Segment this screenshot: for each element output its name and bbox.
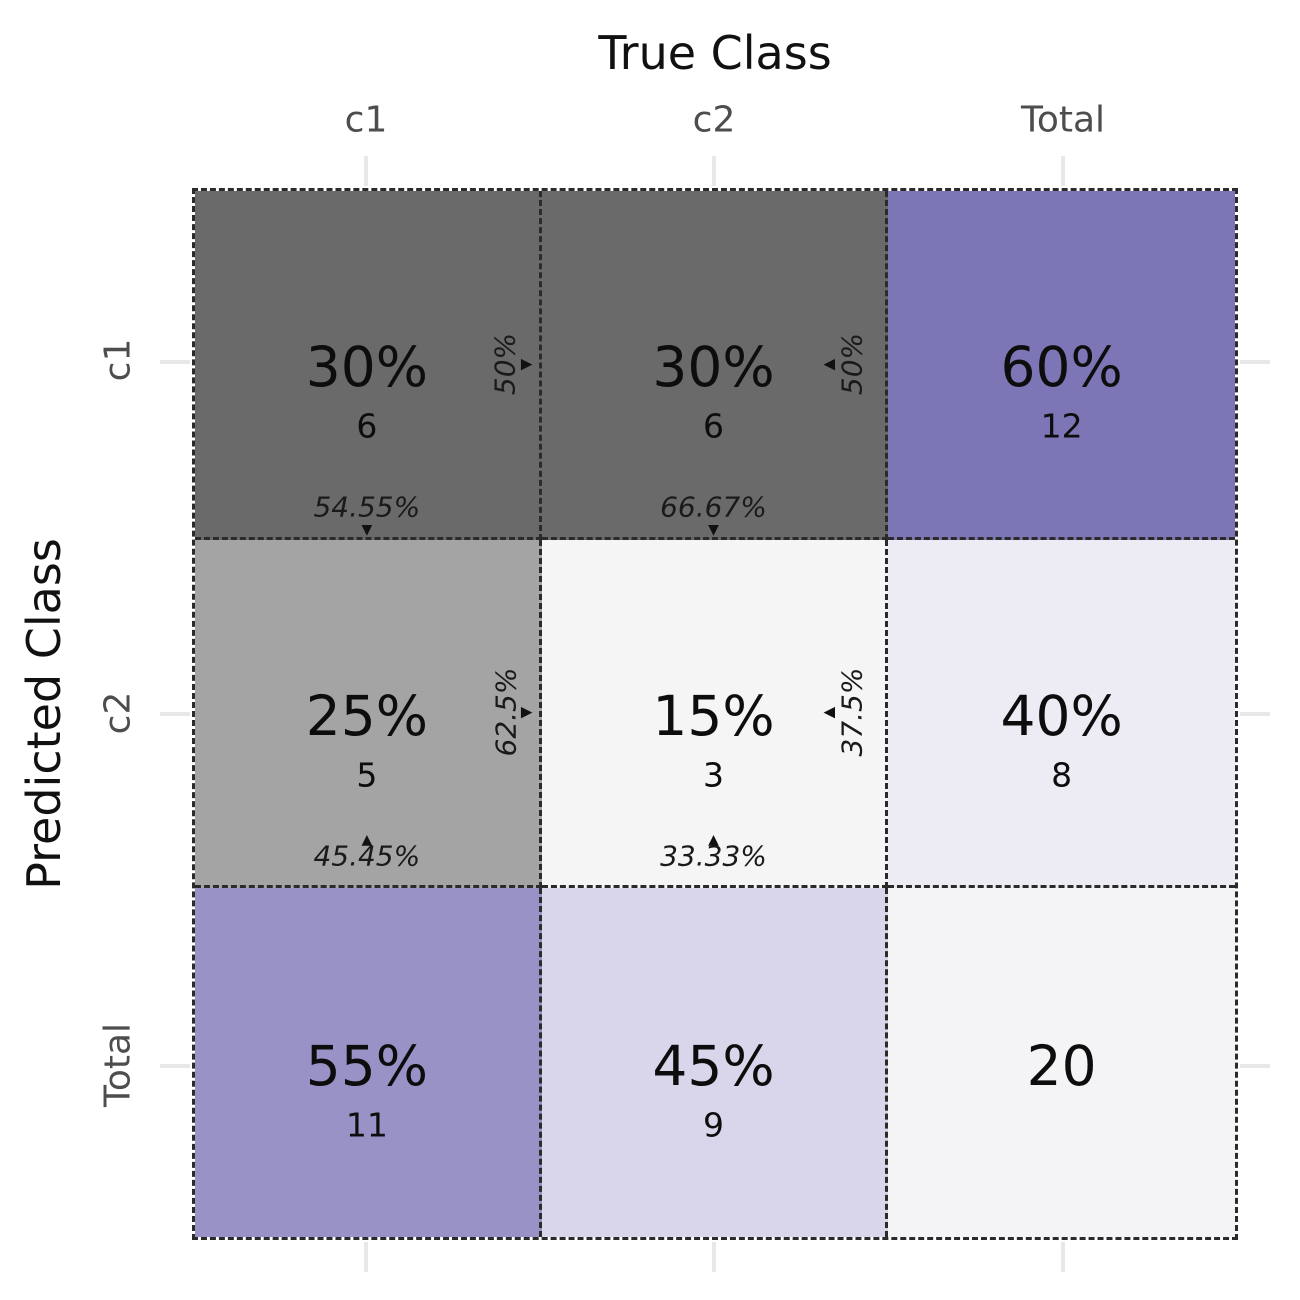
matrix-cell-c1-total: 60% 12: [888, 191, 1235, 540]
matrix-cell-total-total: 20: [888, 888, 1235, 1237]
row-header-c2: c2: [97, 691, 139, 735]
x-axis-title: True Class: [598, 26, 832, 80]
row-normalized-percent: 37.5%: [835, 668, 869, 757]
cell-percent: 30%: [652, 335, 775, 400]
down-arrow-icon: ▼: [361, 522, 373, 539]
row-normalized-percent: 50%: [489, 332, 523, 395]
column-normalized-percent: 45.45%: [313, 839, 421, 873]
cell-percent: 20: [1026, 1034, 1097, 1099]
cell-count: 9: [702, 1105, 724, 1145]
cell-count: 3: [702, 755, 724, 795]
matrix-grid: 30% 6 50% ▶ 54.55% ▼ 30% 6 50% ◀ 66.67% …: [192, 188, 1238, 1240]
cell-count: 8: [1051, 755, 1073, 795]
cell-percent: 60%: [1000, 335, 1123, 400]
up-arrow-icon: ▲: [708, 832, 719, 849]
axis-tick: [1061, 1242, 1065, 1272]
column-normalized-percent: 66.67%: [660, 490, 767, 524]
down-arrow-icon: ▼: [708, 522, 719, 539]
cell-percent: 25%: [305, 683, 428, 748]
cell-percent: 55%: [305, 1034, 428, 1099]
row-header-c1: c1: [97, 338, 139, 382]
col-header-total: Total: [1020, 99, 1106, 141]
axis-tick: [1240, 712, 1270, 716]
cell-percent: 40%: [1000, 683, 1123, 748]
row-header-total: Total: [97, 1022, 139, 1108]
matrix-cell-c2-total: 40% 8: [888, 539, 1235, 889]
up-arrow-icon: ▲: [361, 832, 373, 849]
axis-tick: [712, 156, 716, 186]
cell-count: 11: [345, 1105, 388, 1145]
column-normalized-percent: 54.55%: [313, 490, 421, 524]
axis-tick: [1240, 360, 1270, 364]
axis-tick: [1061, 156, 1065, 186]
cell-count: 12: [1040, 406, 1083, 446]
col-header-c1: c1: [344, 99, 388, 141]
matrix-cell-total-c2: 45% 9: [541, 888, 889, 1237]
left-arrow-icon: ◀: [823, 702, 836, 721]
y-axis-title: Predicted Class: [17, 538, 71, 890]
axis-tick: [160, 1064, 190, 1068]
matrix-cell-c2-c2: 15% 3 37.5% ◀ 33.33% ▲: [541, 539, 889, 889]
axis-tick: [364, 156, 368, 186]
cell-percent: 45%: [652, 1034, 775, 1099]
matrix-cell-total-c1: 55% 11: [195, 888, 542, 1237]
row-normalized-percent: 50%: [835, 332, 869, 395]
cell-percent: 15%: [652, 683, 775, 748]
row-normalized-percent: 62.5%: [489, 668, 523, 757]
axis-tick: [160, 712, 190, 716]
cell-count: 5: [356, 755, 378, 795]
cell-count: 6: [356, 406, 378, 446]
column-normalized-percent: 33.33%: [660, 839, 767, 873]
axis-tick: [1240, 1064, 1270, 1068]
axis-tick: [160, 360, 190, 364]
cell-percent: 30%: [305, 335, 428, 400]
right-arrow-icon: ▶: [520, 702, 533, 721]
matrix-cell-c2-c1: 25% 5 62.5% ▶ 45.45% ▲: [195, 539, 542, 889]
right-arrow-icon: ▶: [520, 354, 533, 373]
axis-tick: [712, 1242, 716, 1272]
axis-tick: [364, 1242, 368, 1272]
col-header-c2: c2: [692, 99, 736, 141]
matrix-cell-c1-c1: 30% 6 50% ▶ 54.55% ▼: [195, 191, 542, 540]
cell-count: 6: [702, 406, 724, 446]
matrix-cell-c1-c2: 30% 6 50% ◀ 66.67% ▼: [541, 191, 889, 540]
left-arrow-icon: ◀: [823, 354, 836, 373]
